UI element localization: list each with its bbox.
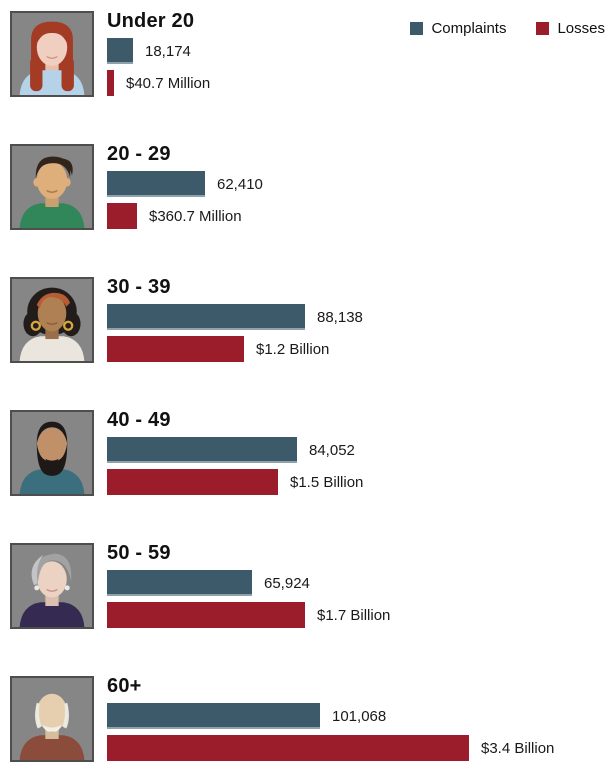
legend-item-losses: Losses [536,20,605,37]
losses-bar-line: $1.5 Billion [107,469,613,495]
complaints-bar-line: 65,924 [107,570,613,596]
age-group-row: 20 - 29 62,410 $360.7 Million [10,141,613,230]
losses-bar [107,336,244,362]
complaints-value: 18,174 [145,42,191,60]
complaints-bar-line: 101,068 [107,703,613,729]
age-group-info: Under 20 18,174 $40.7 Million [107,8,613,96]
complaints-bar [107,703,320,729]
complaints-bar [107,570,252,596]
complaints-swatch-icon [410,22,424,35]
complaints-bar-line: 62,410 [107,171,613,197]
losses-swatch-icon [536,22,550,35]
age-group-label: Under 20 [107,10,195,32]
age-group-info: 40 - 49 84,052 $1.5 Billion [107,407,613,495]
complaints-bar-line: 88,138 [107,304,613,330]
age-group-label: 60+ [107,675,142,697]
age-group-row: 50 - 59 65,924 $1.7 Billion [10,540,613,629]
losses-bar-line: $3.4 Billion [107,735,613,761]
complaints-bar-line: 18,174 [107,38,613,64]
complaints-value: 101,068 [332,707,387,725]
losses-value: $3.4 Billion [481,739,555,757]
legend-item-complaints: Complaints [410,20,506,37]
age-group-info: 50 - 59 65,924 $1.7 Billion [107,540,613,628]
losses-value: $40.7 Million [126,74,211,92]
age-group-label: 50 - 59 [107,542,171,564]
losses-bar [107,735,469,761]
age-group-row: 60+ 101,068 $3.4 Billion [10,673,613,762]
age-group-label: 20 - 29 [107,143,171,165]
age-group-row: 40 - 49 84,052 $1.5 Billion [10,407,613,496]
bearded-man-avatar [10,410,94,496]
older-woman-avatar [10,543,94,629]
losses-bar [107,469,278,495]
young-woman-avatar [10,11,94,97]
adult-woman-avatar [10,277,94,363]
legend: Complaints Losses [410,20,605,37]
losses-bar [107,602,305,628]
age-group-row: 30 - 39 88,138 $1.2 Billion [10,274,613,363]
legend-label-losses: Losses [557,20,605,37]
losses-bar-line: $360.7 Million [107,203,613,229]
complaints-value: 62,410 [217,175,263,193]
complaints-bar-line: 84,052 [107,437,613,463]
elderly-man-avatar [10,676,94,762]
losses-bar [107,203,137,229]
complaints-bar [107,437,297,463]
losses-bar-line: $1.2 Billion [107,336,613,362]
age-group-label: 30 - 39 [107,276,171,298]
complaints-bar [107,38,133,64]
complaints-value: 88,138 [317,308,363,326]
complaints-bar [107,171,205,197]
losses-value: $1.5 Billion [290,473,364,491]
losses-value: $1.7 Billion [317,606,391,624]
age-groups-list: Under 20 18,174 $40.7 Million 20 - 29 [10,8,613,762]
age-group-info: 30 - 39 88,138 $1.2 Billion [107,274,613,362]
age-group-label: 40 - 49 [107,409,171,431]
losses-bar-line: $40.7 Million [107,70,613,96]
losses-value: $360.7 Million [149,207,242,225]
age-group-info: 60+ 101,068 $3.4 Billion [107,673,613,761]
age-group-row: Under 20 18,174 $40.7 Million [10,8,613,97]
losses-bar-line: $1.7 Billion [107,602,613,628]
losses-value: $1.2 Billion [256,340,330,358]
young-man-avatar [10,144,94,230]
legend-label-complaints: Complaints [431,20,507,37]
complaints-bar [107,304,305,330]
complaints-value: 84,052 [309,441,355,459]
age-group-info: 20 - 29 62,410 $360.7 Million [107,141,613,229]
complaints-value: 65,924 [264,574,310,592]
losses-bar [107,70,114,96]
